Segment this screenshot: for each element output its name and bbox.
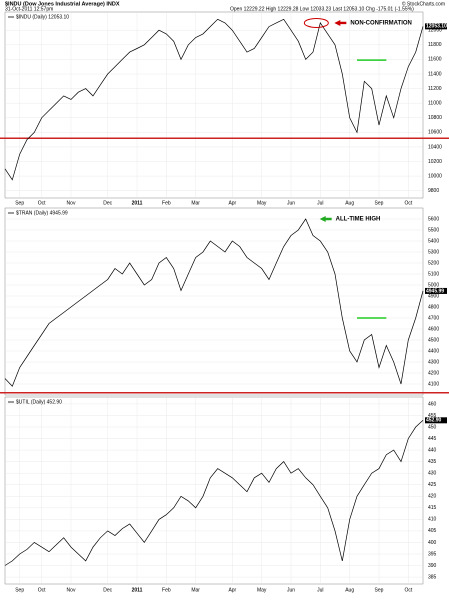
y-tick-label: 10600 [428, 130, 442, 136]
x-tick-label: Oct [404, 587, 412, 593]
y-tick-label: 420 [428, 494, 437, 500]
y-tick-label: 4100 [428, 381, 439, 387]
x-tick-label: Jun [287, 587, 295, 593]
x-tick-label: Mar [191, 200, 200, 206]
y-tick-label: 5300 [428, 249, 439, 255]
y-tick-label: 410 [428, 517, 437, 523]
x-tick-label: 2011 [132, 587, 143, 593]
price-line [4, 18, 424, 181]
y-tick-label: 11800 [428, 42, 442, 48]
x-tick-label: Jul [317, 200, 323, 206]
x-tick-label: 2011 [132, 200, 143, 206]
y-tick-label: 10200 [428, 159, 442, 165]
annotation-text: NON-CONFIRMATION [350, 21, 412, 27]
y-tick-label: 4400 [428, 348, 439, 354]
x-tick-label: Mar [191, 587, 200, 593]
y-tick-label: 11600 [428, 57, 442, 63]
y-tick-label: 435 [428, 459, 437, 465]
legend-entry: $UTIL (Daily) 452.90 [16, 399, 62, 405]
x-tick-label: Nov [67, 200, 76, 206]
arrow [319, 216, 332, 222]
x-tick-label: Nov [67, 587, 76, 593]
y-tick-label: 460 [428, 401, 437, 407]
x-tick-label: Apr [228, 587, 236, 593]
date: 31-Oct-2011 12:57pm [5, 6, 53, 12]
y-tick-label: 4300 [428, 359, 439, 365]
y-tick-label: 390 [428, 563, 437, 569]
x-tick-label: May [257, 200, 267, 206]
highlight-ellipse [303, 17, 329, 28]
last-value-box [425, 287, 447, 294]
y-tick-label: 12000 [428, 28, 442, 34]
x-tick-label: Sep [15, 587, 24, 593]
x-tick-label: Feb [162, 587, 171, 593]
y-tick-label: 450 [428, 424, 437, 430]
x-tick-label: Dec [103, 200, 112, 206]
last-value-box [425, 417, 447, 424]
price-line [4, 218, 424, 387]
annotation-text: ALL-TIME HIGH [336, 217, 381, 223]
x-tick-label: Feb [162, 200, 171, 206]
panel-frame [4, 396, 424, 585]
y-tick-label: 10000 [428, 173, 442, 179]
x-tick-label: Oct [404, 200, 412, 206]
x-tick-label: Jun [287, 200, 295, 206]
last-value-label: 452.90 [426, 418, 442, 424]
y-tick-label: 405 [428, 528, 437, 534]
y-tick-label: 415 [428, 505, 437, 511]
y-tick-label: 4600 [428, 326, 439, 332]
y-tick-label: 10800 [428, 115, 442, 121]
y-tick-label: 5100 [428, 271, 439, 277]
panel-frame [4, 11, 424, 199]
y-tick-label: 5500 [428, 227, 439, 233]
y-tick-label: 445 [428, 436, 437, 442]
y-tick-label: 5000 [428, 282, 439, 288]
y-tick-label: 455 [428, 413, 437, 419]
y-tick-label: 440 [428, 447, 437, 453]
legend-entry: $INDU (Daily) 12053.10 [16, 14, 69, 20]
last-value-label: 12053.10 [426, 24, 447, 30]
y-tick-label: 11200 [428, 86, 442, 92]
x-tick-label: Oct [38, 200, 46, 206]
y-tick-label: 9800 [428, 188, 439, 194]
y-tick-label: 5400 [428, 238, 439, 244]
y-tick-label: 11400 [428, 71, 442, 77]
y-tick-label: 430 [428, 471, 437, 477]
y-tick-label: 5600 [428, 216, 439, 222]
x-tick-label: Sep [375, 587, 384, 593]
x-tick-label: Dec [103, 587, 112, 593]
last-value-box [425, 23, 447, 30]
quote: Open 12229.22 High 12229.28 Low 12033.23… [230, 6, 414, 12]
y-tick-label: 11000 [428, 101, 442, 107]
last-value-label: 4945.99 [426, 288, 444, 294]
symbol: $INDU (Dow Jones Industrial Average) IND… [5, 1, 120, 7]
y-tick-label: 5200 [428, 260, 439, 266]
y-tick-label: 385 [428, 574, 437, 580]
panel-frame [4, 207, 424, 396]
y-tick-label: 4900 [428, 293, 439, 299]
y-tick-label: 400 [428, 540, 437, 546]
x-tick-label: Jul [317, 587, 323, 593]
y-tick-label: 10400 [428, 144, 442, 150]
y-tick-label: 4800 [428, 304, 439, 310]
x-tick-label: Oct [38, 587, 46, 593]
y-tick-label: 4500 [428, 337, 439, 343]
x-tick-label: Apr [228, 200, 236, 206]
x-tick-label: Aug [345, 587, 354, 593]
y-tick-label: 425 [428, 482, 437, 488]
price-line [4, 420, 424, 566]
x-tick-label: May [257, 587, 267, 593]
arrow [334, 19, 347, 26]
x-tick-label: Sep [375, 200, 384, 206]
x-tick-label: Aug [345, 200, 354, 206]
source: © StockCharts.com [402, 0, 445, 7]
x-tick-label: Sep [15, 200, 24, 206]
y-tick-label: 4200 [428, 370, 439, 376]
y-tick-label: 4700 [428, 315, 439, 321]
y-tick-label: 395 [428, 551, 437, 557]
legend-entry: $TRAN (Daily) 4945.99 [16, 210, 68, 216]
